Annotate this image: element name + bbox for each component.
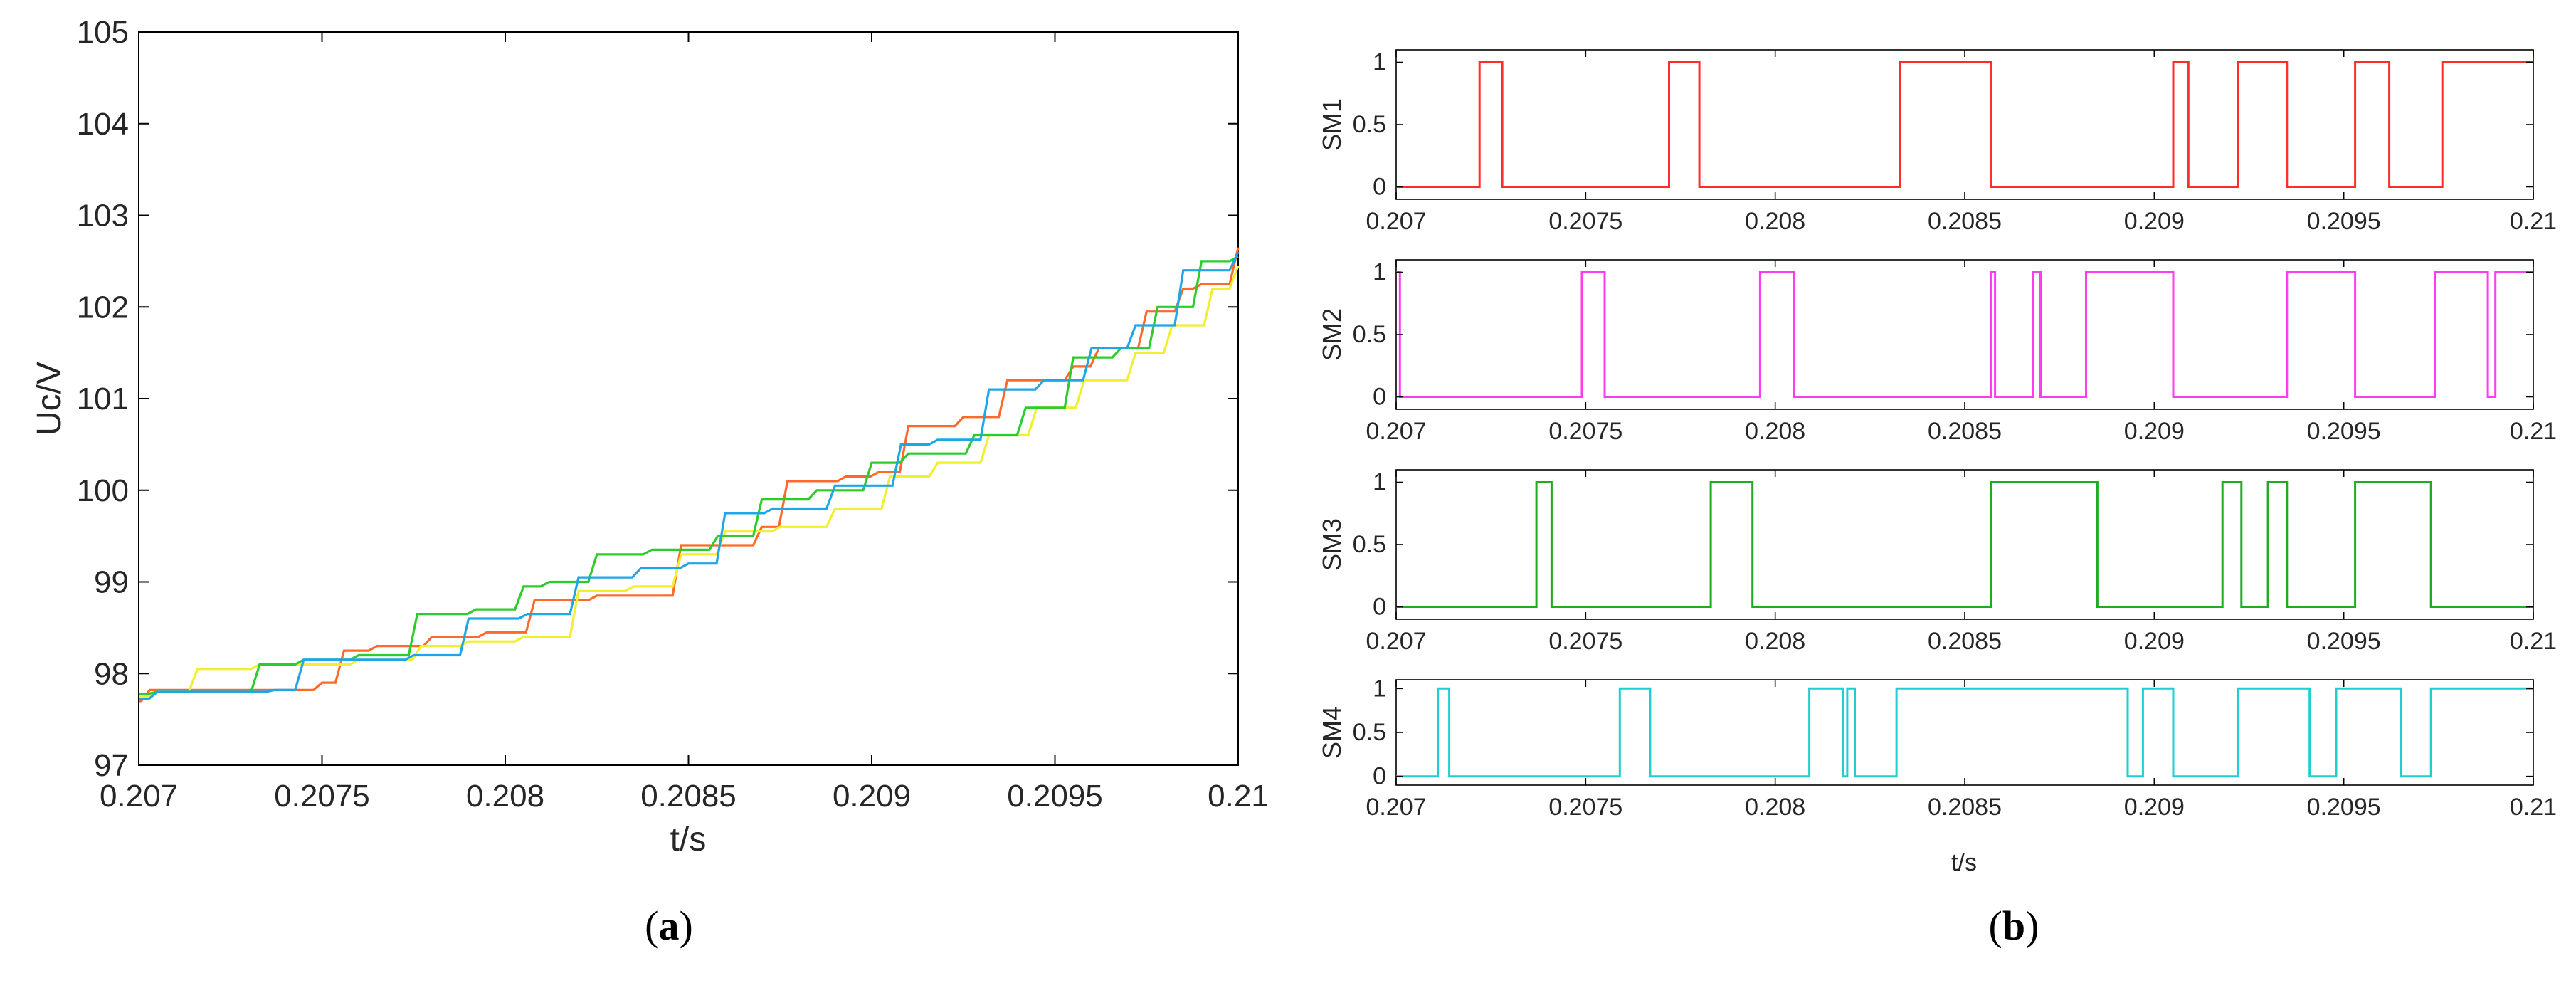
caption-a-open: ( — [645, 903, 658, 949]
subplot-sm2: 0 0.5 1 0.207 0.2075 0.208 0.2085 0.209 0.2095 0.… — [1317, 259, 2557, 446]
x-tick-label: 0.2085 — [640, 779, 737, 814]
x-tick-label: 0.208 — [1745, 628, 1805, 655]
panel-b: 0 0.5 1 0.207 0.2075 0.208 0.2085 0.209 0.2095 0.… — [1317, 49, 2557, 950]
x-axis-label-a: t/s — [670, 821, 707, 858]
subplot-sm1: 0 0.5 1 0.207 0.2075 0.208 0.2085 0.209 0.2095 0.… — [1317, 49, 2557, 236]
y-tick-label: 99 — [94, 565, 129, 600]
x-tick-label: 0.2085 — [1928, 628, 2002, 655]
y-axis-label-sm2: SM2 — [1317, 308, 1346, 361]
y-tick-label: 97 — [94, 748, 129, 783]
caption-a: (a) — [645, 903, 693, 949]
panel-a: 0.207 0.2075 0.208 0.2085 0.209 0.2095 0.21 97… — [31, 15, 1269, 949]
x-tick-label: 0.2095 — [2307, 208, 2381, 235]
plot-area — [1395, 469, 2534, 620]
y-axis-label-sm1: SM1 — [1317, 98, 1346, 151]
series-line-sm3 — [139, 255, 1239, 695]
y-tick-label: 104 — [77, 107, 129, 142]
caption-b: (b) — [1989, 903, 2039, 949]
subplot-sm3: 0 0.5 1 0.207 0.2075 0.208 0.2085 0.209 0.2095 0.… — [1317, 469, 2557, 656]
switch-signal-sm2 — [1396, 271, 2533, 398]
x-tick-label: 0.207 — [1366, 794, 1426, 821]
x-tick-label: 0.2075 — [1548, 418, 1622, 445]
x-tick-label: 0.2085 — [1928, 418, 2002, 445]
caption-b-close: ) — [2025, 903, 2039, 949]
y-tick-label: 1 — [1373, 675, 1386, 702]
x-tick-label: 0.2095 — [1007, 779, 1103, 814]
y-tick-label: 0.5 — [1353, 111, 1386, 138]
series-line-sm4 — [139, 251, 1240, 700]
y-tick-label: 0 — [1373, 174, 1386, 201]
plot-area — [1395, 259, 2534, 410]
x-tick-label: 0.21 — [2510, 208, 2557, 235]
y-tick-label: 98 — [94, 656, 129, 691]
caption-b-letter: b — [2002, 903, 2025, 949]
x-tick-label: 0.208 — [466, 779, 544, 814]
x-tick-label: 0.2075 — [1548, 794, 1622, 821]
y-tick-label: 1 — [1373, 259, 1386, 286]
x-axis-label-b: t/s — [1951, 849, 1977, 876]
x-tick-label: 0.209 — [2124, 628, 2185, 655]
switch-signal-sm3 — [1396, 481, 2533, 608]
y-tick-label: 105 — [77, 15, 129, 50]
x-tick-label: 0.209 — [2124, 794, 2185, 821]
x-tick-label: 0.208 — [1745, 794, 1805, 821]
caption-a-close: ) — [680, 903, 693, 949]
y-axis-label-a: Uc/V — [31, 362, 68, 436]
x-tick-label: 0.209 — [2124, 208, 2185, 235]
y-tick-label: 0 — [1373, 763, 1386, 790]
x-tick-label: 0.21 — [2510, 628, 2557, 655]
caption-a-letter: a — [659, 903, 680, 949]
x-tick-label: 0.207 — [1366, 208, 1426, 235]
x-tick-label: 0.2075 — [274, 779, 370, 814]
x-tick-label: 0.21 — [1208, 779, 1269, 814]
caption-b-open: ( — [1989, 903, 2002, 949]
y-tick-label: 1 — [1373, 469, 1386, 496]
x-tick-label: 0.207 — [1366, 628, 1426, 655]
y-tick-label: 0.5 — [1353, 531, 1386, 558]
x-tick-label: 0.208 — [1745, 418, 1805, 445]
series-group-a — [139, 247, 1240, 703]
y-tick-label: 0 — [1373, 384, 1386, 411]
x-tick-label: 0.207 — [100, 779, 178, 814]
x-tick-label: 0.21 — [2510, 794, 2557, 821]
y-tick-label: 101 — [77, 382, 129, 416]
y-tick-label: 102 — [77, 290, 129, 325]
series-line-sm2 — [139, 265, 1240, 698]
plot-area — [1395, 679, 2534, 786]
y-axis-label-sm3: SM3 — [1317, 518, 1346, 571]
y-tick-label: 0.5 — [1353, 321, 1386, 348]
y-tick-label: 0.5 — [1353, 719, 1386, 746]
x-tick-label: 0.2095 — [2307, 794, 2381, 821]
x-tick-label: 0.209 — [833, 779, 911, 814]
x-tick-label: 0.207 — [1366, 418, 1426, 445]
plot-area — [1395, 49, 2534, 200]
x-tick-label: 0.2075 — [1548, 208, 1622, 235]
series-line-sm1 — [139, 247, 1240, 703]
x-tick-label: 0.209 — [2124, 418, 2185, 445]
y-ticks-a: 97 98 99 100 101 102 103 104 105 — [77, 15, 1238, 783]
x-tick-label: 0.2085 — [1928, 208, 2002, 235]
x-tick-label: 0.208 — [1745, 208, 1805, 235]
y-axis-label-sm4: SM4 — [1317, 706, 1346, 759]
subplot-sm4: 0 0.5 1 0.207 0.2075 0.208 0.2085 0.209 0.2095 0.… — [1317, 675, 2557, 821]
x-tick-label: 0.2095 — [2307, 628, 2381, 655]
y-tick-label: 103 — [77, 199, 129, 233]
x-ticks-a: 0.207 0.2075 0.208 0.2085 0.209 0.2095 0.21 — [100, 32, 1269, 814]
x-tick-label: 0.2095 — [2307, 418, 2381, 445]
y-tick-label: 0 — [1373, 594, 1386, 621]
x-tick-label: 0.21 — [2510, 418, 2557, 445]
y-tick-label: 100 — [77, 473, 129, 508]
switch-signal-sm1 — [1396, 61, 2533, 188]
y-tick-label: 1 — [1373, 49, 1386, 76]
switch-signal-sm4 — [1396, 687, 2533, 778]
plot-area-a — [138, 31, 1239, 766]
x-tick-label: 0.2085 — [1928, 794, 2002, 821]
x-tick-label: 0.2075 — [1548, 628, 1622, 655]
